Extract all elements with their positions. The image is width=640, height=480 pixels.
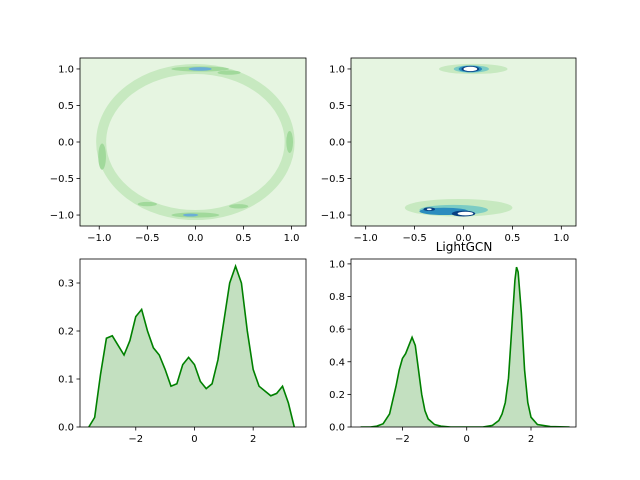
- y-tick-label: 0.4: [329, 357, 345, 368]
- density-line: [88, 263, 296, 427]
- panel-bottom-left-density: −2 0 2 0.0 0.1 0.2 0.3: [58, 258, 307, 445]
- y-tick-label: 0.0: [329, 138, 345, 149]
- density-background: [80, 58, 306, 226]
- panel-bottom-right-density: −2 0 2 0.0 0.2 0.4 0.6 0.8 1.0 LightGCN: [329, 240, 577, 445]
- y-tick-label: −1.0: [50, 211, 74, 222]
- x-tick-label: 1.0: [553, 233, 569, 244]
- y-tick-label: 0.6: [329, 325, 345, 336]
- density-fill: [88, 266, 295, 427]
- y-tick-label: 0.2: [58, 327, 74, 338]
- y-tick-label: 0.0: [329, 423, 345, 434]
- panel-title-lightgcn: LightGCN: [436, 240, 493, 254]
- y-tick-label: 1.0: [329, 259, 345, 270]
- axes-frame: [79, 258, 307, 428]
- x-tick-label: 0.0: [187, 233, 203, 244]
- density-region-core: [463, 66, 478, 72]
- plot-area: [360, 266, 570, 427]
- y-tick-label: 0.2: [329, 390, 345, 401]
- x-tick-label: 2: [250, 434, 256, 445]
- y-tick-label: 0.3: [58, 279, 74, 290]
- density-region-high: [182, 213, 199, 217]
- y-tick-label: 0.0: [58, 138, 74, 149]
- density-region-mid: [229, 204, 249, 209]
- plot-area: [80, 58, 306, 226]
- x-tick-label: 0: [191, 434, 197, 445]
- y-tick-label: 0.0: [58, 423, 74, 434]
- density-region-core: [426, 208, 432, 211]
- density-region-mid: [98, 143, 106, 170]
- plot-area: [88, 263, 296, 427]
- plot-area: [351, 58, 576, 226]
- y-tick-label: 0.5: [58, 101, 74, 112]
- density-region-mid: [286, 131, 294, 153]
- x-tick-label: 2: [528, 434, 534, 445]
- y-tick-label: 0.5: [329, 101, 345, 112]
- y-tick-label: 1.0: [329, 64, 345, 75]
- x-tick-label: −2: [128, 434, 143, 445]
- x-tick-label: −2: [395, 434, 410, 445]
- density-fill: [360, 267, 570, 427]
- x-tick-label: −1.0: [87, 233, 111, 244]
- density-line: [360, 266, 570, 427]
- y-tick-label: −1.0: [321, 211, 345, 222]
- x-tick-label: 0.5: [504, 233, 520, 244]
- x-tick-label: 0.5: [236, 233, 252, 244]
- x-tick-label: −0.5: [135, 233, 159, 244]
- x-tick-label: −1.0: [354, 233, 378, 244]
- x-tick-label: −0.5: [402, 233, 426, 244]
- x-tick-label: 1.0: [284, 233, 300, 244]
- panel-top-right-contour: −1.0 −0.5 0.0 0.5 1.0 −1.0 −0.5 0.0 0.5 1.0: [321, 57, 577, 244]
- y-tick-label: 0.8: [329, 292, 345, 303]
- y-tick-label: 1.0: [58, 64, 74, 75]
- axes-frame: [350, 258, 577, 428]
- x-tick-label: 0: [464, 434, 470, 445]
- density-background: [351, 58, 576, 226]
- y-tick-label: −0.5: [321, 174, 345, 185]
- y-tick-label: −0.5: [50, 174, 74, 185]
- density-region-mid: [217, 70, 241, 75]
- x-tick-label: 0.0: [456, 233, 472, 244]
- density-region-core: [457, 211, 474, 216]
- density-region-mid: [137, 201, 157, 207]
- density-region-high: [188, 67, 212, 71]
- y-tick-label: 0.1: [58, 375, 74, 386]
- panel-top-left-contour: −1.0 −0.5 0.0 0.5 1.0 −1.0 −0.5 0.0 0.5 1.0: [50, 57, 307, 244]
